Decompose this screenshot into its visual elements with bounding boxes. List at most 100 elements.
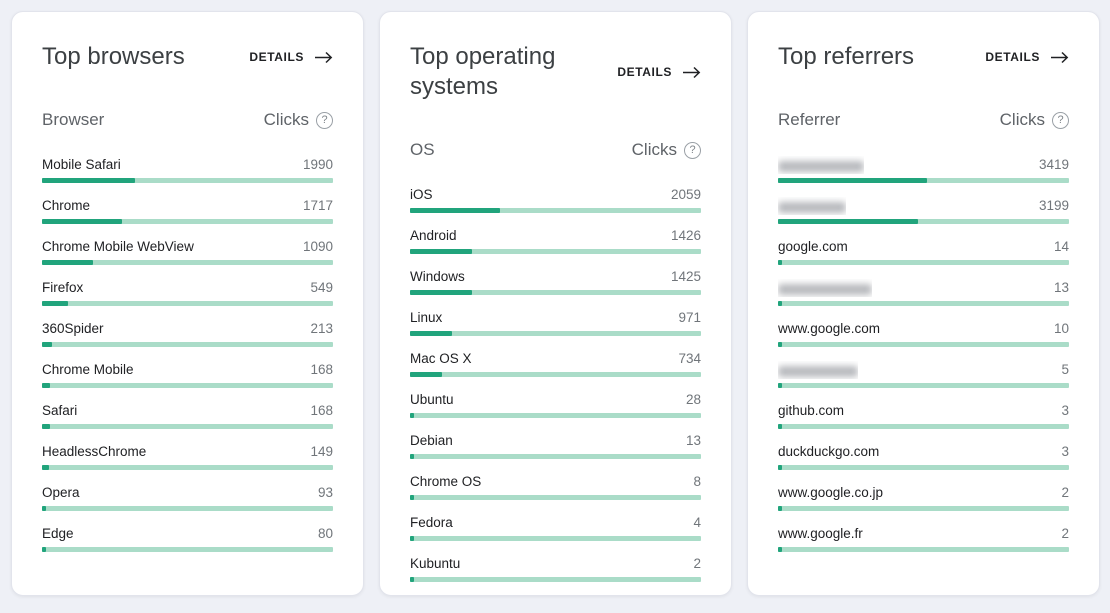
arrow-right-icon	[683, 66, 701, 78]
row-label: Fedora	[410, 515, 453, 530]
row-label-redacted	[778, 361, 858, 379]
row-label: Linux	[410, 310, 443, 325]
row-value: 1090	[302, 239, 333, 254]
bar-track	[410, 495, 701, 500]
row-value: 4	[693, 515, 701, 530]
bar-track	[42, 178, 333, 183]
row-value: 168	[310, 403, 333, 418]
row-value: 1990	[302, 157, 333, 172]
table-row: Chrome Mobile 168	[42, 361, 333, 388]
bar-fill	[778, 465, 782, 470]
row-label: Windows	[410, 269, 465, 284]
bar-track	[42, 424, 333, 429]
row-value: 3419	[1038, 157, 1069, 172]
bar-track	[778, 301, 1069, 306]
help-icon[interactable]: ?	[684, 141, 701, 159]
table-row: Firefox 549	[42, 279, 333, 306]
row-label-redacted	[778, 279, 872, 297]
redacted-label-blur	[778, 284, 872, 296]
row-value: 3	[1061, 444, 1069, 459]
row-line: github.com 3	[778, 402, 1069, 420]
bar-track	[778, 219, 1069, 224]
table-row: Android 1426	[410, 227, 701, 254]
redacted-label-blur	[778, 366, 858, 378]
column-headers: OS Clicks ?	[410, 140, 701, 160]
table-row: duckduckgo.com 3	[778, 443, 1069, 470]
row-line: Safari 168	[42, 402, 333, 420]
bar-track	[410, 577, 701, 582]
bar-track	[42, 301, 333, 306]
metric-column-header: Clicks ?	[1000, 110, 1069, 130]
bar-fill	[410, 372, 442, 377]
table-row: www.google.com 10	[778, 320, 1069, 347]
bar-fill	[410, 331, 453, 336]
row-value: 93	[317, 485, 333, 500]
table-row: 13	[778, 279, 1069, 306]
bar-fill	[42, 342, 52, 347]
card-header: Top referrers DETAILS	[778, 42, 1069, 72]
bar-fill	[410, 249, 473, 254]
card-title: Top referrers	[778, 43, 915, 70]
table-row: Mobile Safari 1990	[42, 156, 333, 183]
row-value: 13	[1053, 280, 1069, 295]
row-line: Kubuntu 2	[410, 555, 701, 573]
metric-column-header: Clicks ?	[264, 110, 333, 130]
row-value: 3199	[1038, 198, 1069, 213]
row-label: Mobile Safari	[42, 157, 121, 172]
row-label: HeadlessChrome	[42, 444, 147, 459]
row-value: 2	[693, 556, 701, 571]
row-label: Mac OS X	[410, 351, 472, 366]
bar-fill	[778, 342, 782, 347]
bar-fill	[778, 260, 782, 265]
table-row: 3419	[778, 156, 1069, 183]
row-line: Debian 13	[410, 432, 701, 450]
details-link[interactable]: DETAILS	[249, 50, 333, 64]
help-icon[interactable]: ?	[1052, 111, 1069, 129]
card-header: Top operating systems DETAILS	[410, 42, 701, 102]
row-label: Chrome Mobile WebView	[42, 239, 194, 254]
table-row: Linux 971	[410, 309, 701, 336]
bar-fill	[42, 383, 50, 388]
bar-fill	[42, 465, 49, 470]
rows: iOS 2059 Android 1426 Windows 1425 Linux…	[410, 172, 701, 582]
row-line: 360Spider 213	[42, 320, 333, 338]
column-headers: Browser Clicks ?	[42, 110, 333, 130]
bar-fill	[42, 547, 46, 552]
row-value: 13	[685, 433, 701, 448]
table-row: Chrome Mobile WebView 1090	[42, 238, 333, 265]
details-link[interactable]: DETAILS	[985, 50, 1069, 64]
row-value: 8	[693, 474, 701, 489]
bar-fill	[42, 178, 136, 183]
help-icon[interactable]: ?	[316, 111, 333, 129]
row-label: Kubuntu	[410, 556, 461, 571]
table-row: 3199	[778, 197, 1069, 224]
table-row: 5	[778, 361, 1069, 388]
details-label: DETAILS	[985, 50, 1040, 64]
row-line: google.com 14	[778, 238, 1069, 256]
row-value: 734	[678, 351, 701, 366]
row-label: github.com	[778, 403, 845, 418]
table-row: www.google.fr 2	[778, 525, 1069, 552]
metric-column-label: Clicks	[631, 140, 677, 159]
details-link[interactable]: DETAILS	[617, 65, 701, 79]
row-label: Debian	[410, 433, 453, 448]
row-line: 3199	[778, 197, 1069, 215]
row-line: Opera 93	[42, 484, 333, 502]
card-header: Top browsers DETAILS	[42, 42, 333, 72]
arrow-right-icon	[315, 51, 333, 63]
bar-fill	[410, 577, 414, 582]
column-headers: Referrer Clicks ?	[778, 110, 1069, 130]
bar-track	[42, 383, 333, 388]
bar-fill	[778, 383, 782, 388]
bar-track	[778, 342, 1069, 347]
table-row: Kubuntu 2	[410, 555, 701, 582]
bar-fill	[410, 290, 473, 295]
bar-fill	[410, 413, 414, 418]
row-line: iOS 2059	[410, 186, 701, 204]
row-line: Chrome Mobile 168	[42, 361, 333, 379]
bar-fill	[42, 424, 50, 429]
row-label: Chrome Mobile	[42, 362, 134, 377]
metric-column-label: Clicks	[999, 110, 1045, 129]
table-row: Debian 13	[410, 432, 701, 459]
bar-track	[42, 547, 333, 552]
